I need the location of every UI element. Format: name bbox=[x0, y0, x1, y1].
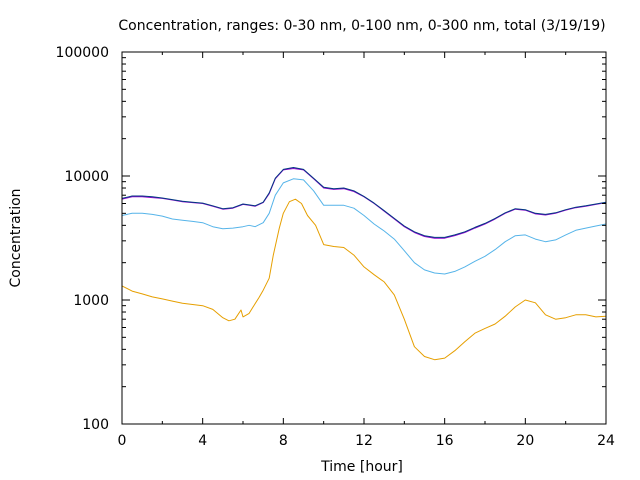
x-tick-label: 24 bbox=[597, 433, 615, 449]
x-tick-label: 8 bbox=[279, 433, 288, 449]
series-line-2 bbox=[121, 178, 607, 275]
x-tick-label: 12 bbox=[355, 433, 373, 449]
series-layer bbox=[121, 167, 607, 361]
series-line-1 bbox=[121, 198, 607, 361]
y-tick-label: 10000 bbox=[64, 169, 109, 185]
x-tick-label: 4 bbox=[198, 433, 207, 449]
y-tick-label: 100000 bbox=[56, 45, 109, 61]
y-tick-label: 1000 bbox=[73, 293, 109, 309]
x-tick-label: 16 bbox=[436, 433, 454, 449]
chart-title: Concentration, ranges: 0-30 nm, 0-100 nm… bbox=[118, 18, 605, 34]
series-line-4 bbox=[121, 167, 607, 238]
x-axis-label: Time [hour] bbox=[320, 459, 403, 475]
series-line-3 bbox=[121, 168, 607, 239]
x-tick-label: 20 bbox=[516, 433, 534, 449]
y-tick-label: 100 bbox=[82, 417, 109, 433]
x-tick-label: 0 bbox=[118, 433, 127, 449]
y-axis-label: Concentration bbox=[8, 188, 24, 287]
ticks-layer: 0 4 8 12 16 20 24 100 1000 10000 100000 bbox=[56, 45, 615, 449]
